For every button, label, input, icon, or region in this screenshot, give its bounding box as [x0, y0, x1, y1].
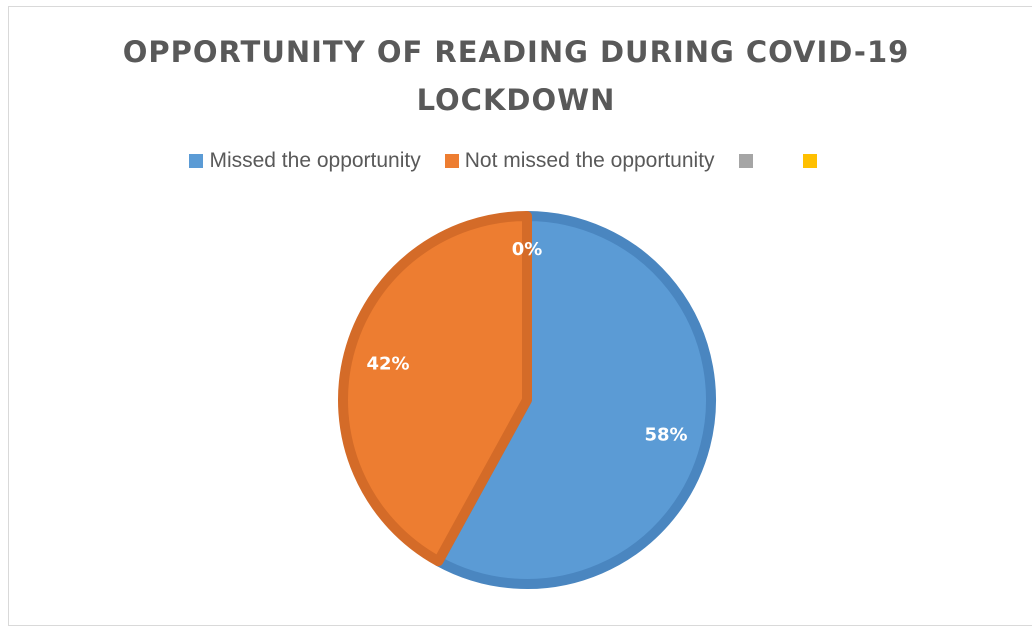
- legend-swatch-4: [802, 154, 817, 168]
- legend-item-not-missed: Not missed the opportunity: [444, 149, 715, 173]
- legend-item-4: [802, 154, 843, 168]
- chart-legend: Missed the opportunity Not missed the op…: [0, 146, 1032, 176]
- legend-item-3: [738, 154, 779, 168]
- pie-data-labels: 58% 42% 0%: [366, 239, 687, 446]
- data-label-not-missed: 42%: [366, 353, 409, 374]
- legend-swatch-not-missed: [444, 154, 459, 168]
- pie-slice-not-missed: [338, 211, 532, 567]
- pie-slices: [338, 211, 716, 589]
- legend-label-missed: Missed the opportunity: [209, 149, 421, 172]
- legend-item-missed: Missed the opportunity: [189, 149, 421, 173]
- chart-title-line-2: LOCKDOWN: [416, 83, 616, 117]
- data-label-missed: 58%: [644, 425, 687, 446]
- chart-title-line-1: OPPORTUNITY OF READING DURING COVID-19: [122, 35, 910, 69]
- legend-swatch-3: [738, 154, 753, 168]
- data-label-3: 0%: [512, 239, 543, 260]
- legend-swatch-missed: [189, 154, 204, 168]
- pie-slice-missed: [433, 211, 716, 589]
- legend-label-not-missed: Not missed the opportunity: [464, 149, 715, 172]
